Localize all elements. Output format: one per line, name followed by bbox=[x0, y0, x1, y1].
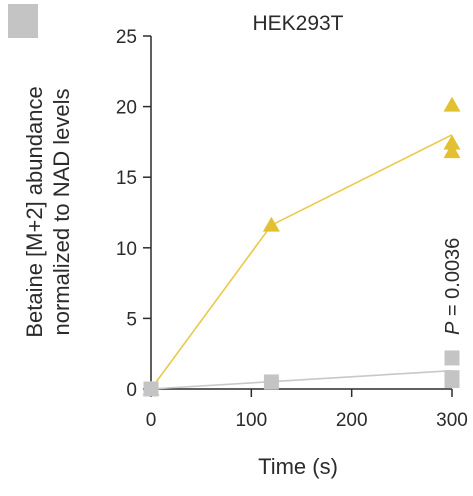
data-point bbox=[444, 373, 460, 389]
data-point bbox=[444, 350, 460, 366]
svg-text:P = 0.0036: P = 0.0036 bbox=[442, 238, 464, 335]
x-axis-title: Time (s) bbox=[258, 454, 338, 479]
axes bbox=[150, 36, 452, 390]
x-tick-label: 100 bbox=[235, 410, 267, 431]
data-point bbox=[443, 143, 461, 159]
ticks: 0 5 10 15 20 25 0 100 200 300 bbox=[116, 27, 468, 431]
y-axis-title: Betaine [M+2] abundance normalized to NA… bbox=[22, 86, 74, 337]
x-tick-label: 200 bbox=[336, 410, 368, 431]
data-point bbox=[443, 134, 461, 150]
y-tick-label: 25 bbox=[116, 27, 137, 48]
legend-swatch bbox=[8, 4, 38, 38]
data-point bbox=[262, 216, 280, 232]
data-point bbox=[143, 381, 159, 397]
y-tick-label: 0 bbox=[126, 380, 137, 401]
y-axis-title-line-2: normalized to NAD levels bbox=[49, 89, 74, 336]
data-point bbox=[263, 374, 279, 390]
series-line-1 bbox=[150, 369, 453, 390]
y-tick-label: 15 bbox=[116, 168, 137, 189]
y-axis-title-line-1: Betaine [M+2] abundance bbox=[22, 86, 47, 337]
y-tick-label: 20 bbox=[116, 98, 137, 119]
x-tick-label: 300 bbox=[436, 410, 468, 431]
y-tick-label: 10 bbox=[116, 239, 137, 260]
p-value-symbol: P bbox=[442, 321, 464, 335]
data-point bbox=[443, 96, 461, 112]
y-tick-label: 5 bbox=[126, 309, 137, 330]
series-line-0 bbox=[150, 134, 453, 390]
p-value-text: = 0.0036 bbox=[442, 238, 464, 322]
p-value-annotation: P = 0.0036 bbox=[442, 238, 464, 335]
series-lines bbox=[150, 134, 453, 390]
data-points bbox=[142, 96, 461, 397]
chart-title: HEK293T bbox=[252, 12, 343, 35]
x-tick-label: 0 bbox=[146, 410, 157, 431]
